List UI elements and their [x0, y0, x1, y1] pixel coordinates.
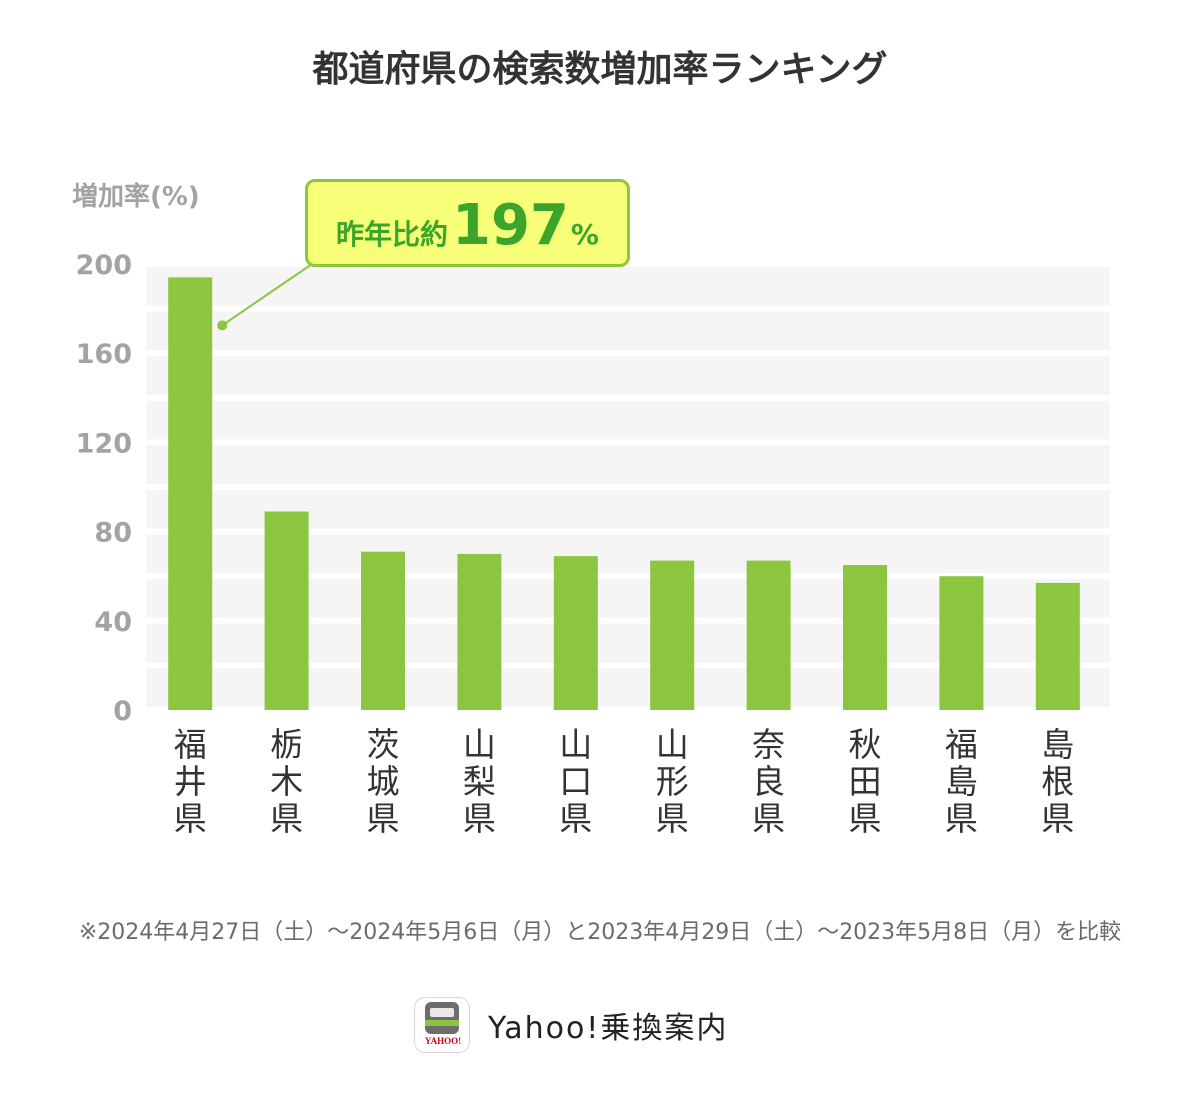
bar — [361, 551, 405, 710]
y-tick-labels: 0 40 80 120 160 200 — [76, 250, 132, 727]
y-tick-label: 160 — [76, 339, 132, 370]
bar — [264, 511, 309, 710]
callout-leader-line — [221, 263, 313, 327]
brand-name: Yahoo!乗換案内 — [488, 1011, 729, 1046]
category-label: 福井県 — [174, 725, 207, 838]
bar — [843, 565, 887, 710]
category-label: 山形県 — [656, 725, 689, 838]
y-tick-label: 120 — [76, 428, 132, 459]
bar — [939, 576, 984, 710]
train-app-icon: YAHOO! — [414, 997, 470, 1053]
bars — [168, 277, 1080, 710]
y-tick-label: 0 — [113, 696, 132, 727]
y-tick-label: 80 — [94, 518, 132, 549]
train-body — [425, 1002, 459, 1034]
category-label: 茨城県 — [367, 725, 400, 838]
callout-box: 昨年比約 197 % — [305, 179, 630, 267]
bar — [746, 560, 791, 710]
callout-unit: % — [570, 218, 599, 251]
footnote: ※2024年4月27日（土）～2024年5月6日（月）と2023年4月29日（土… — [78, 920, 1122, 945]
callout-value: 197 — [452, 193, 569, 258]
grid-band — [146, 267, 1110, 306]
brand: YAHOO! Yahoo!乗換案内 — [414, 996, 728, 1054]
y-tick-label: 200 — [76, 250, 132, 281]
grid-band — [146, 311, 1110, 351]
bar — [553, 556, 598, 710]
bar — [650, 560, 695, 710]
train-stripe — [425, 1020, 459, 1026]
y-axis-label: 増加率(%) — [72, 182, 200, 212]
grid-band — [146, 445, 1110, 484]
bar — [168, 277, 213, 710]
y-tick-label: 40 — [94, 607, 132, 638]
bar — [1035, 582, 1080, 710]
callout-prefix: 昨年比約 — [336, 218, 449, 251]
callout-leader-dot — [217, 320, 228, 331]
callout-leader — [217, 263, 313, 331]
category-label: 島根県 — [1041, 725, 1074, 838]
chart-title: 都道府県の検索数増加率ランキング — [312, 49, 888, 90]
category-label: 山梨県 — [463, 725, 496, 838]
category-label: 奈良県 — [752, 725, 785, 838]
category-label: 山口県 — [559, 725, 592, 838]
app-icon-text: YAHOO! — [424, 1036, 462, 1046]
bar — [457, 553, 502, 710]
category-label: 福島県 — [945, 725, 978, 838]
grid-band — [146, 400, 1110, 440]
train-window — [430, 1008, 454, 1017]
category-label: 栃木県 — [270, 725, 303, 838]
category-label: 秋田県 — [849, 725, 882, 838]
x-category-labels: 福井県 栃木県 茨城県 山梨県 山口県 山形県 奈良県 秋田県 福島県 島根県 — [174, 725, 1075, 838]
grid-band — [146, 356, 1110, 395]
